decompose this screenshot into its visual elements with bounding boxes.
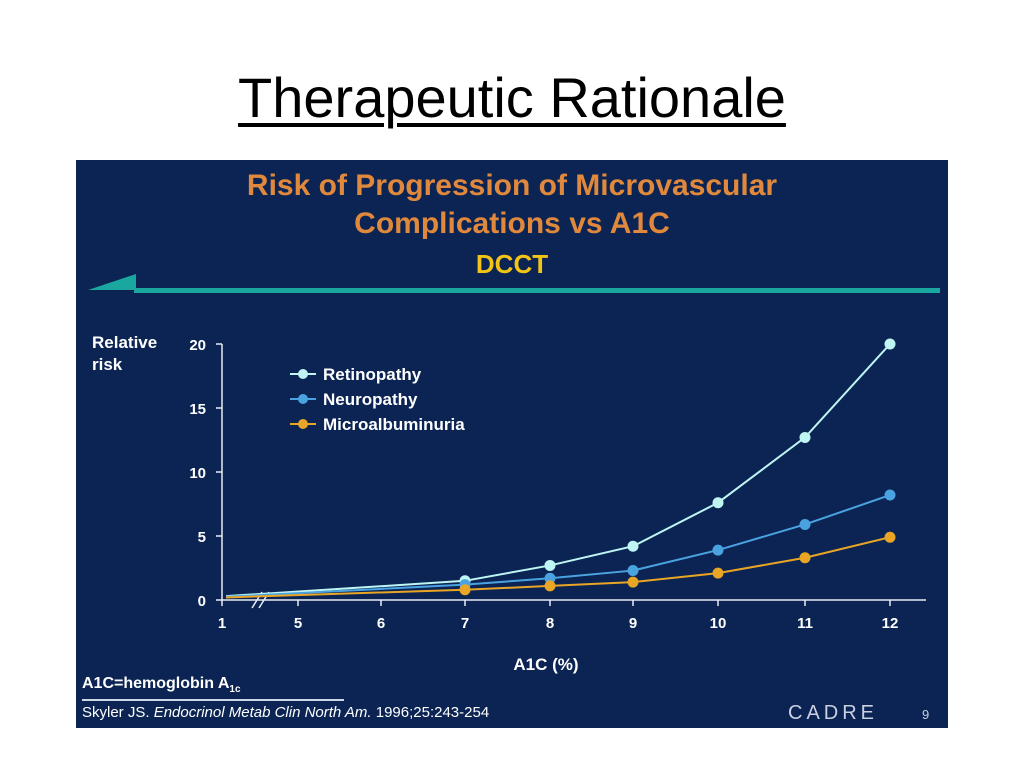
- x-tick-label: 8: [546, 615, 554, 632]
- chart-subtitle: DCCT: [475, 249, 549, 279]
- chart-title: Risk of Progression of Microvascular: [246, 169, 778, 202]
- x-tick-label: 12: [882, 615, 899, 632]
- x-tick-label: 11: [797, 615, 813, 632]
- citation: Skyler JS. Endocrinol Metab Clin North A…: [82, 704, 490, 721]
- data-point-neuropathy: [544, 572, 556, 584]
- data-point-retinopathy: [712, 497, 724, 509]
- legend-marker: [298, 394, 308, 404]
- data-point-retinopathy: [627, 540, 639, 552]
- y-tick-label: 15: [189, 401, 206, 418]
- y-axis-label: Relative risk: [92, 333, 158, 374]
- data-point-microalbuminuria: [712, 567, 724, 579]
- data-point-retinopathy: [884, 338, 896, 350]
- data-point-microalbuminuria: [544, 580, 556, 592]
- y-tick-label: 20: [189, 337, 206, 354]
- slide-title: Therapeutic Rationale: [238, 66, 786, 129]
- x-tick-label: 5: [294, 615, 302, 632]
- data-point-neuropathy: [884, 489, 896, 501]
- x-tick-label: 1: [218, 615, 226, 632]
- legend-label: Microalbuminuria: [323, 415, 465, 434]
- cadre-logo: CADRE: [788, 702, 879, 724]
- x-tick-label: 9: [629, 615, 637, 632]
- x-axis-label: A1C (%): [513, 655, 578, 674]
- page-number: 9: [922, 707, 930, 722]
- y-tick-label: 10: [189, 465, 206, 482]
- chart-panel: Risk of Progression of Microvascular Com…: [76, 160, 948, 728]
- x-tick-label: 7: [461, 615, 469, 632]
- data-point-retinopathy: [544, 559, 556, 571]
- legend-marker: [298, 419, 308, 429]
- data-point-retinopathy: [799, 431, 811, 443]
- y-tick-label: 0: [198, 593, 206, 610]
- data-point-microalbuminuria: [627, 576, 639, 588]
- x-tick-label: 10: [710, 615, 727, 632]
- chart-title-line2: Complications vs A1C: [354, 207, 670, 240]
- data-point-neuropathy: [712, 544, 724, 556]
- teal-divider-arrow: [88, 274, 940, 293]
- data-point-microalbuminuria: [799, 552, 811, 564]
- data-point-microalbuminuria: [459, 584, 471, 596]
- legend-marker: [298, 369, 308, 379]
- data-point-neuropathy: [627, 565, 639, 577]
- footnote: A1C=hemoglobin A1c: [82, 675, 241, 696]
- y-tick-label: 5: [198, 529, 206, 546]
- series-line-neuropathy: [225, 494, 891, 598]
- legend-label: Neuropathy: [323, 390, 418, 409]
- data-point-microalbuminuria: [884, 531, 896, 543]
- x-tick-label: 6: [377, 615, 385, 632]
- footnote-rule: [82, 699, 344, 701]
- series-line-microalbuminuria: [225, 536, 891, 599]
- data-point-neuropathy: [799, 518, 811, 530]
- legend-label: Retinopathy: [323, 365, 422, 384]
